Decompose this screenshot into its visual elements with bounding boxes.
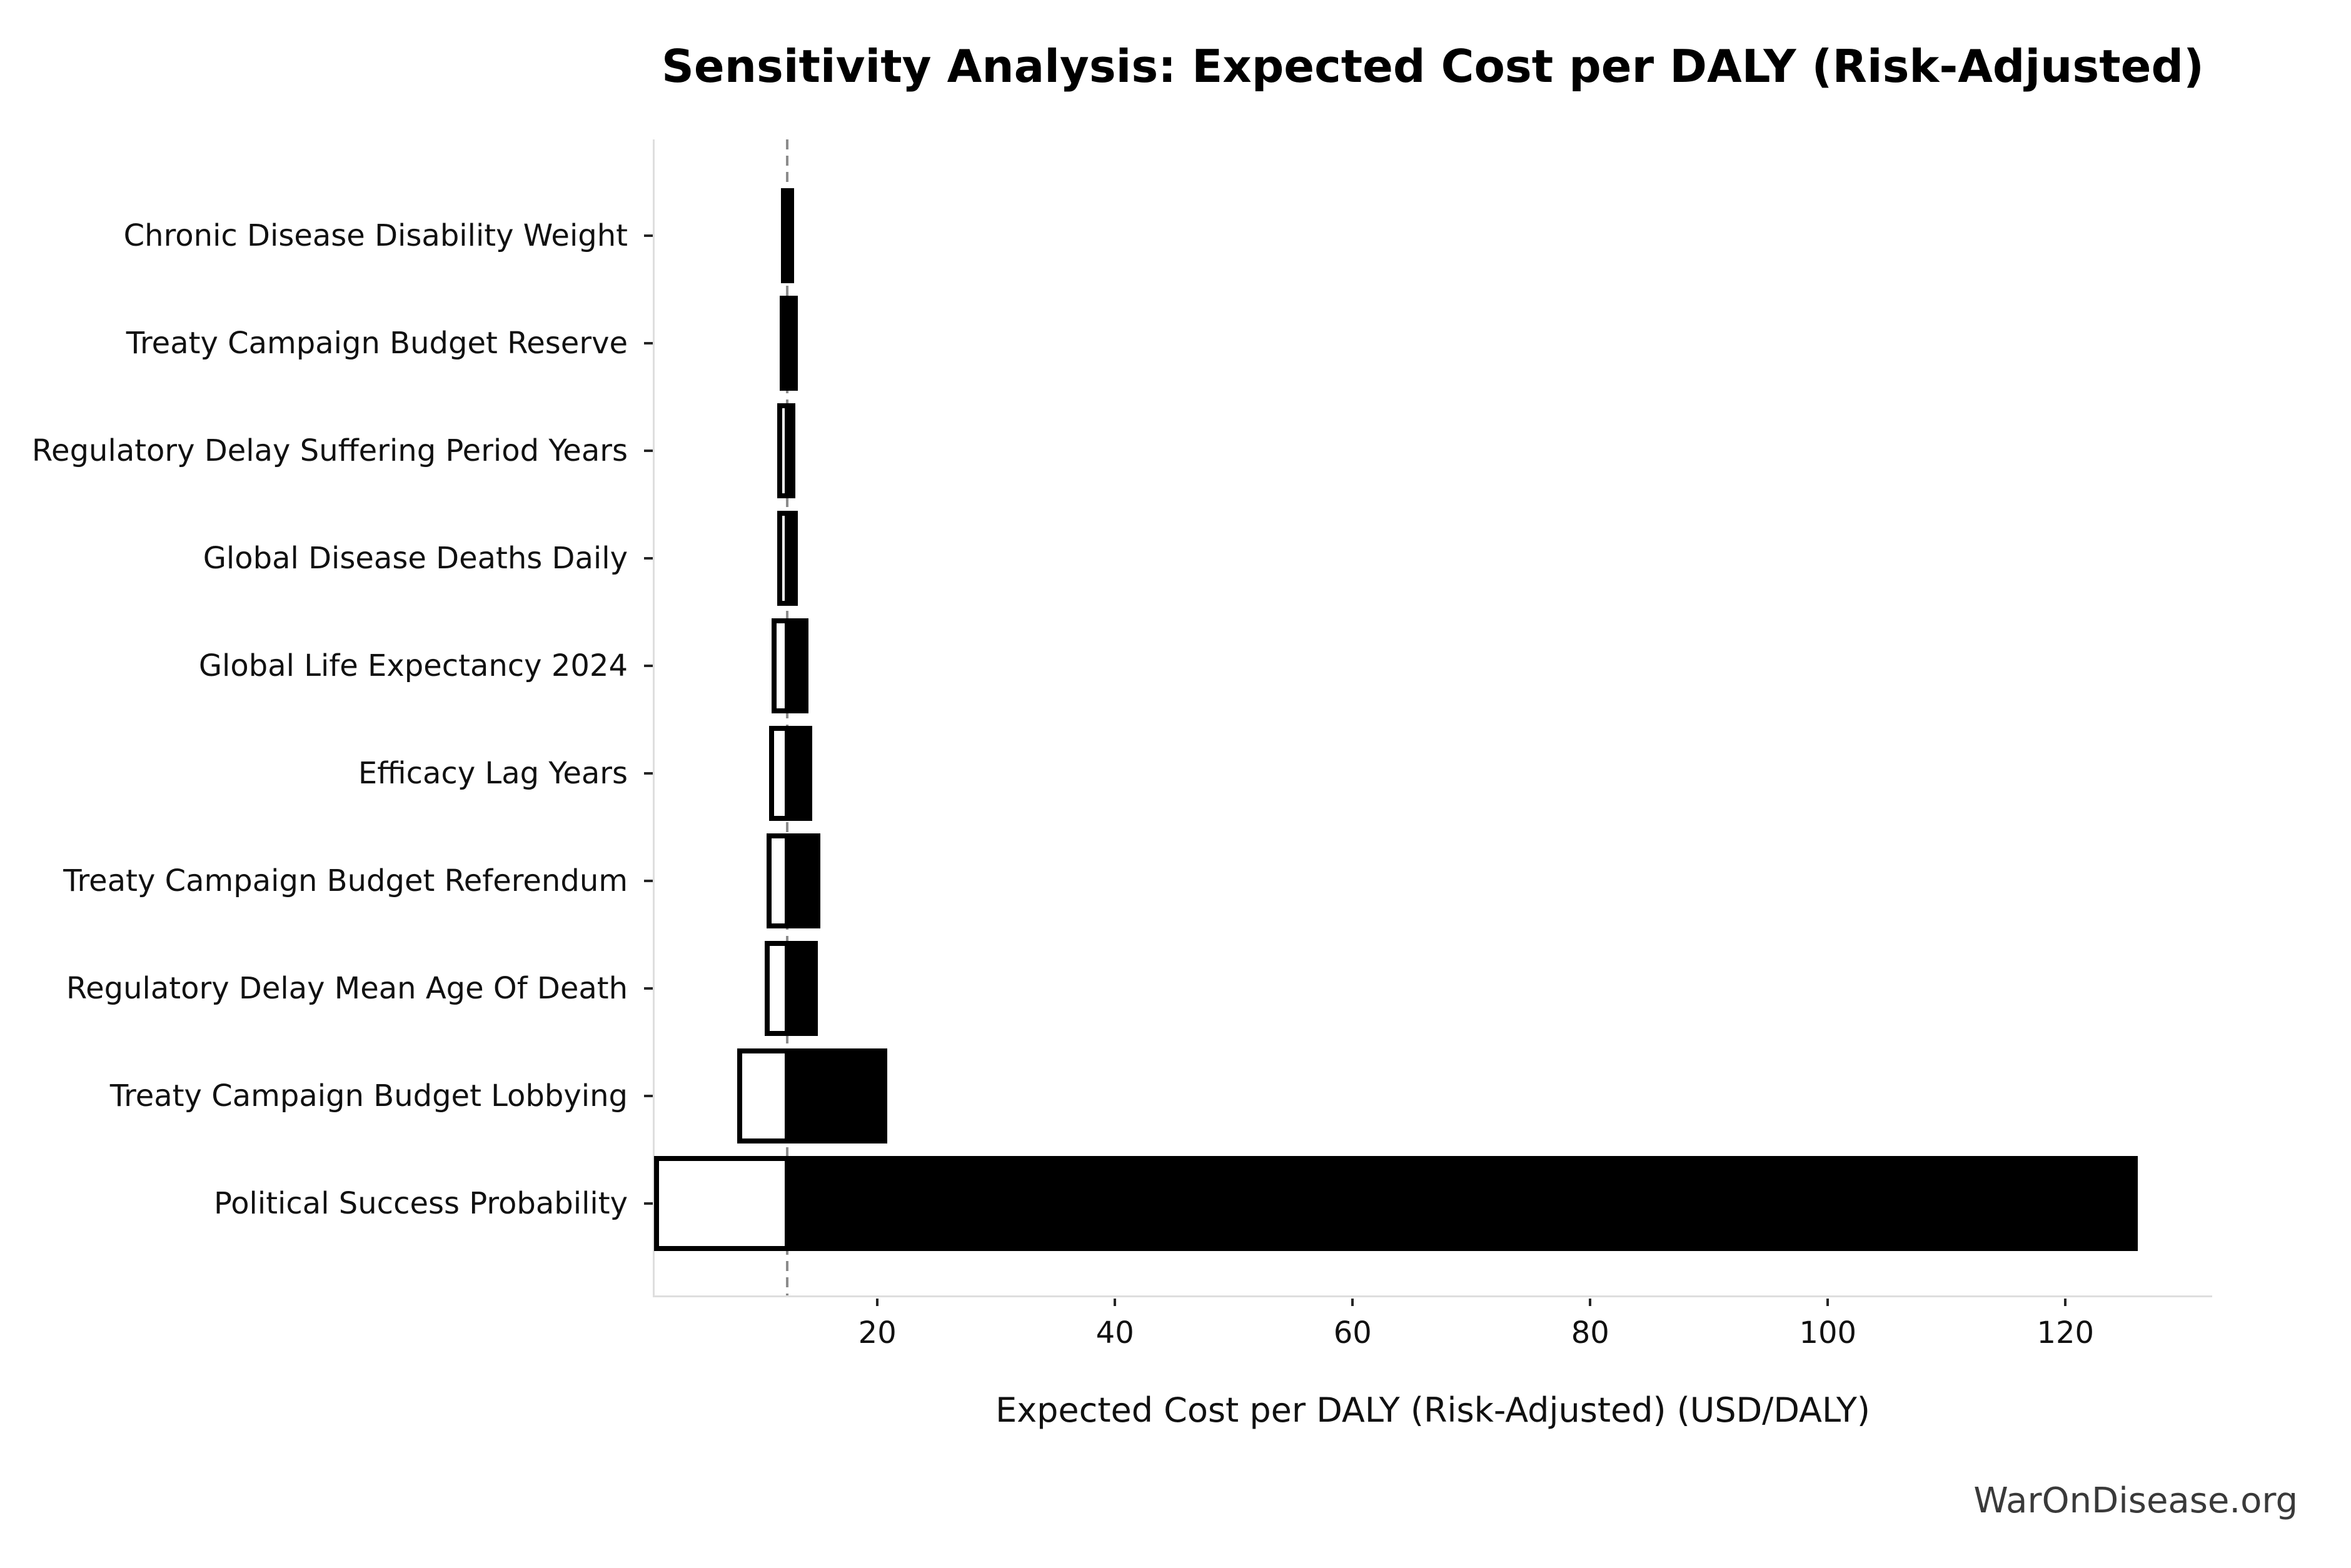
y-axis-label: Treaty Campaign Budget Reserve bbox=[126, 326, 628, 361]
chart-title: Sensitivity Analysis: Expected Cost per … bbox=[662, 40, 2204, 93]
y-axis-label: Chronic Disease Disability Weight bbox=[123, 218, 628, 253]
y-axis-tick bbox=[644, 880, 653, 882]
y-axis-spine bbox=[653, 139, 655, 1297]
bar-high-segment bbox=[784, 403, 796, 498]
y-axis-label: Treaty Campaign Budget Referendum bbox=[63, 863, 628, 898]
y-axis-tick bbox=[644, 234, 653, 237]
x-axis-tick bbox=[1826, 1299, 1830, 1306]
x-axis-tick bbox=[1589, 1299, 1592, 1306]
y-axis-tick bbox=[644, 450, 653, 452]
y-axis-tick bbox=[644, 1202, 653, 1205]
x-axis-tick bbox=[1114, 1299, 1117, 1306]
x-axis-tick-label: 80 bbox=[1571, 1315, 1609, 1350]
bar-high-segment bbox=[784, 941, 818, 1036]
y-axis-tick bbox=[644, 557, 653, 560]
y-axis-label: Treaty Campaign Budget Lobbying bbox=[109, 1078, 628, 1113]
bar-high-segment bbox=[784, 1048, 887, 1143]
bar-high-segment bbox=[784, 833, 821, 928]
y-axis-tick bbox=[644, 665, 653, 667]
x-axis-label: Expected Cost per DALY (Risk-Adjusted) (… bbox=[995, 1390, 1870, 1430]
x-axis-tick-label: 20 bbox=[858, 1315, 897, 1350]
bar-high-segment bbox=[784, 1156, 2138, 1251]
x-axis-tick-label: 60 bbox=[1333, 1315, 1372, 1350]
bar-low-segment bbox=[737, 1048, 790, 1143]
y-axis-label: Global Disease Deaths Daily bbox=[203, 541, 628, 576]
y-axis-tick bbox=[644, 772, 653, 775]
y-axis-label: Global Life Expectancy 2024 bbox=[198, 648, 628, 683]
x-axis-tick bbox=[876, 1299, 879, 1306]
y-axis-tick bbox=[644, 1095, 653, 1097]
watermark-text: WarOnDisease.org bbox=[1973, 1480, 2298, 1521]
bar-high-segment bbox=[784, 618, 809, 713]
bar-high-segment bbox=[784, 296, 798, 391]
y-axis-label: Regulatory Delay Suffering Period Years bbox=[31, 433, 628, 468]
bar-high-segment bbox=[784, 188, 795, 283]
x-axis-tick-label: 100 bbox=[1799, 1315, 1857, 1350]
x-axis-tick-label: 120 bbox=[2036, 1315, 2095, 1350]
x-axis-tick bbox=[2064, 1299, 2067, 1306]
x-axis-tick-label: 40 bbox=[1095, 1315, 1134, 1350]
plot-area bbox=[653, 139, 2212, 1295]
bar-high-segment bbox=[784, 511, 798, 606]
x-axis-tick bbox=[1351, 1299, 1354, 1306]
y-axis-label: Efficacy Lag Years bbox=[358, 756, 628, 791]
y-axis-tick bbox=[644, 342, 653, 344]
y-axis-label: Regulatory Delay Mean Age Of Death bbox=[66, 971, 628, 1006]
x-axis-spine bbox=[653, 1295, 2212, 1297]
y-axis-tick bbox=[644, 987, 653, 990]
bar-high-segment bbox=[784, 726, 812, 821]
y-axis-label: Political Success Probability bbox=[213, 1186, 628, 1221]
baseline-dashed-line bbox=[785, 139, 788, 1295]
bar-low-segment bbox=[653, 1156, 790, 1251]
